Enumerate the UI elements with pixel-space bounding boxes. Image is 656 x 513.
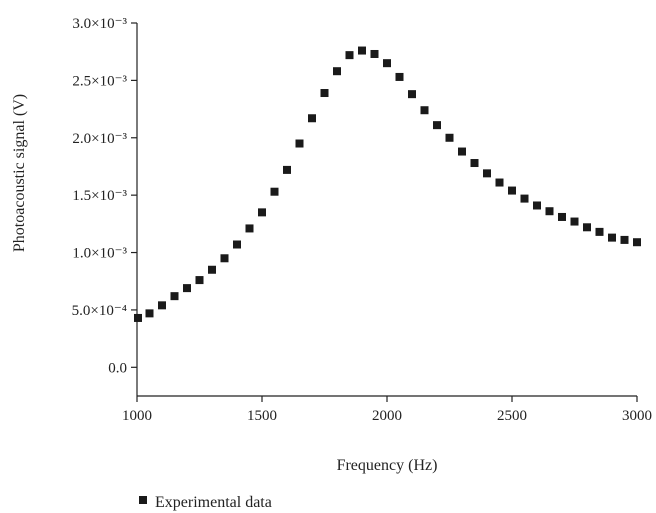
- data-point: [233, 240, 241, 249]
- y-tick-label: 3.0×10⁻³: [72, 16, 127, 32]
- data-point: [220, 254, 229, 263]
- data-point: [308, 114, 316, 123]
- data-point: [458, 147, 466, 156]
- data-point: [420, 106, 429, 115]
- ticks: 1000 1500 2000 2500 3000 0.0 5.0×10⁻⁴ 1.0×10⁻³ 1…: [72, 16, 652, 424]
- data-point: [270, 187, 279, 196]
- y-tick-label: 2.5×10⁻³: [72, 73, 127, 89]
- data-point: [345, 51, 354, 60]
- legend-marker: [139, 496, 147, 504]
- data-point: [158, 301, 166, 310]
- data-point: [620, 235, 629, 244]
- legend: Experimental data: [139, 494, 272, 511]
- data-point: [495, 178, 504, 187]
- data-point: [595, 227, 604, 236]
- y-axis-title: Photoacoustic signal (V): [11, 94, 28, 252]
- data-point: [208, 265, 216, 274]
- x-tick-label: 2000: [372, 408, 402, 424]
- data-point: [358, 46, 366, 55]
- data-point: [445, 133, 454, 142]
- y-tick-label: 2.0×10⁻³: [72, 131, 127, 147]
- data-point: [320, 89, 329, 98]
- y-tick-label: 0.0: [108, 360, 127, 376]
- x-tick-label: 1500: [247, 408, 277, 424]
- data-point: [433, 121, 441, 130]
- data-point: [333, 67, 341, 76]
- data-point: [470, 159, 479, 168]
- data-point: [570, 217, 579, 226]
- legend-label: Experimental data: [155, 494, 272, 511]
- data-point: [370, 49, 379, 58]
- data-point: [408, 90, 416, 99]
- data-points: [134, 46, 641, 322]
- data-point: [245, 224, 254, 233]
- data-point: [583, 223, 591, 232]
- data-point: [134, 313, 142, 322]
- x-tick-label: 1000: [122, 408, 152, 424]
- data-point: [608, 233, 616, 242]
- data-point: [258, 208, 266, 217]
- data-point: [633, 238, 641, 247]
- data-point: [558, 212, 566, 221]
- data-point: [533, 201, 541, 210]
- data-point: [395, 72, 404, 81]
- data-point: [145, 309, 154, 318]
- data-point: [170, 292, 179, 301]
- y-tick-label: 1.0×10⁻³: [72, 246, 127, 262]
- data-point: [483, 169, 491, 178]
- data-point: [283, 165, 291, 174]
- data-point: [545, 207, 554, 216]
- y-tick-label: 5.0×10⁻⁴: [72, 303, 127, 319]
- x-tick-label: 3000: [622, 408, 652, 424]
- y-tick-label: 1.5×10⁻³: [72, 188, 127, 204]
- x-axis-title: Frequency (Hz): [337, 457, 438, 474]
- data-point: [295, 139, 304, 148]
- x-tick-label: 2500: [497, 408, 527, 424]
- data-point: [183, 284, 191, 293]
- data-point: [195, 276, 204, 285]
- data-point: [520, 194, 529, 203]
- data-point: [383, 59, 391, 68]
- axes: [136, 23, 637, 397]
- data-point: [508, 186, 516, 195]
